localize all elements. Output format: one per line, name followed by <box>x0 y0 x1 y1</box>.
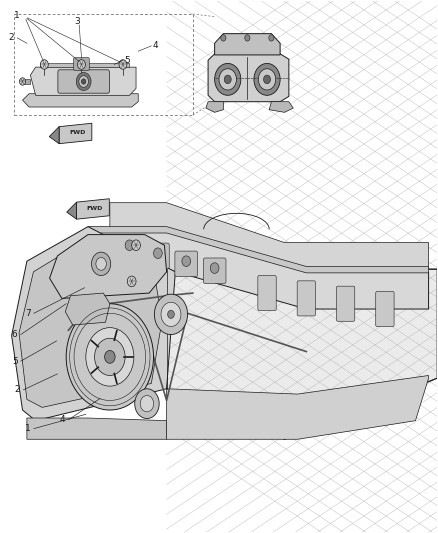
Text: 5: 5 <box>124 56 130 64</box>
FancyBboxPatch shape <box>175 251 198 277</box>
Circle shape <box>154 294 187 335</box>
Polygon shape <box>19 240 162 407</box>
Circle shape <box>79 76 88 87</box>
Circle shape <box>182 256 191 266</box>
Text: 5: 5 <box>12 357 18 366</box>
Circle shape <box>127 276 136 287</box>
FancyBboxPatch shape <box>118 235 141 261</box>
FancyBboxPatch shape <box>376 292 394 327</box>
Polygon shape <box>208 54 289 102</box>
Text: FWD: FWD <box>69 130 85 135</box>
Circle shape <box>254 63 280 95</box>
Polygon shape <box>166 375 428 439</box>
Circle shape <box>76 72 91 91</box>
Circle shape <box>78 60 85 69</box>
Polygon shape <box>59 123 92 144</box>
Circle shape <box>132 240 141 251</box>
Circle shape <box>135 389 159 418</box>
Circle shape <box>125 240 134 251</box>
FancyBboxPatch shape <box>74 58 89 70</box>
Text: 4: 4 <box>60 415 66 424</box>
Circle shape <box>215 63 241 95</box>
Circle shape <box>119 60 127 69</box>
Text: FWD: FWD <box>86 206 103 211</box>
Polygon shape <box>215 34 280 55</box>
Circle shape <box>168 310 174 318</box>
Circle shape <box>258 69 276 90</box>
Polygon shape <box>88 227 428 273</box>
Text: 3: 3 <box>74 18 80 27</box>
FancyBboxPatch shape <box>203 258 226 284</box>
Polygon shape <box>77 199 110 219</box>
Circle shape <box>95 338 125 375</box>
Circle shape <box>140 395 154 412</box>
Circle shape <box>269 35 274 41</box>
Bar <box>14 14 193 115</box>
Circle shape <box>81 79 86 84</box>
Polygon shape <box>49 235 166 298</box>
Bar <box>40 63 130 67</box>
Polygon shape <box>49 127 59 144</box>
Polygon shape <box>88 232 428 309</box>
Text: 1: 1 <box>25 424 31 433</box>
FancyBboxPatch shape <box>58 70 110 93</box>
Text: 2: 2 <box>14 385 20 394</box>
Circle shape <box>219 69 237 90</box>
Polygon shape <box>110 203 428 269</box>
Circle shape <box>264 75 271 84</box>
Circle shape <box>96 257 106 270</box>
Circle shape <box>78 60 85 68</box>
Polygon shape <box>269 102 293 112</box>
Circle shape <box>161 302 181 327</box>
Text: 1: 1 <box>14 11 20 20</box>
Circle shape <box>224 75 231 84</box>
Circle shape <box>40 60 48 69</box>
Polygon shape <box>67 202 77 219</box>
Polygon shape <box>12 227 175 421</box>
Circle shape <box>66 304 153 410</box>
FancyBboxPatch shape <box>297 281 315 316</box>
Circle shape <box>92 252 111 276</box>
Text: 2: 2 <box>9 34 14 43</box>
Text: 7: 7 <box>25 309 31 318</box>
Polygon shape <box>27 418 166 439</box>
Circle shape <box>210 263 219 273</box>
FancyBboxPatch shape <box>258 276 276 311</box>
Circle shape <box>245 35 250 41</box>
Polygon shape <box>22 94 138 107</box>
Text: 6: 6 <box>12 330 18 339</box>
Circle shape <box>86 328 134 386</box>
Polygon shape <box>65 293 110 325</box>
Circle shape <box>19 78 25 85</box>
Polygon shape <box>166 269 437 439</box>
Bar <box>21 79 30 84</box>
FancyBboxPatch shape <box>336 286 355 321</box>
Polygon shape <box>30 67 136 95</box>
Circle shape <box>221 35 226 41</box>
Polygon shape <box>206 102 223 112</box>
Circle shape <box>105 351 115 364</box>
Circle shape <box>153 248 162 259</box>
FancyBboxPatch shape <box>147 243 169 269</box>
Text: 4: 4 <box>153 42 159 51</box>
